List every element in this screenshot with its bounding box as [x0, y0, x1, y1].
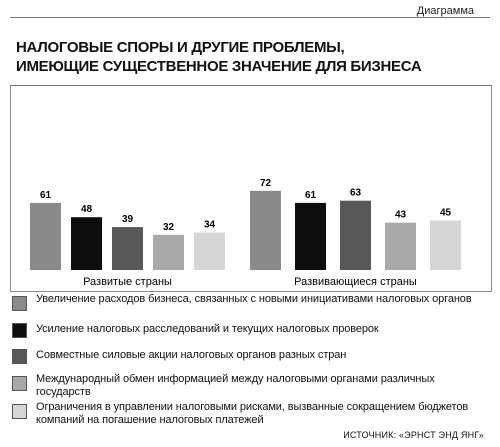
legend-swatch-2 [12, 323, 27, 338]
bar-1-4 [153, 234, 184, 270]
bar-value-1-1: 61 [40, 190, 52, 201]
legend-label-2: Усиление налоговых расследований и текущ… [36, 323, 379, 335]
legend-label-5: Ограничения в управлении налоговыми риск… [36, 401, 469, 426]
bar-1-5 [194, 232, 225, 270]
bar-value-2-5: 45 [440, 208, 452, 219]
bar-value-2-1: 72 [260, 178, 272, 189]
legend-label-3: Совместные силовые акции налоговых орган… [36, 349, 347, 361]
chart-title-line-2: ИМЕЮЩИЕ СУЩЕСТВЕННОЕ ЗНАЧЕНИЕ ДЛЯ БИЗНЕС… [16, 58, 422, 75]
bar-value-1-4: 32 [163, 222, 175, 233]
bar-1-1 [30, 202, 61, 270]
top-rule [10, 17, 490, 18]
legend-swatch-4 [12, 376, 27, 391]
category-label-2: Развивающиеся страны [294, 276, 417, 288]
bar-value-1-3: 39 [122, 214, 134, 225]
bar-1-3 [112, 227, 143, 270]
bar-2-2 [295, 202, 326, 270]
bar-2-5 [430, 220, 461, 270]
bar-value-1-2: 48 [81, 204, 93, 215]
bar-value-1-5: 34 [204, 220, 216, 231]
section-label: Диаграмма [416, 5, 474, 17]
legend-label-4: Международный обмен информацией между на… [36, 373, 435, 398]
bar-value-2-3: 63 [350, 188, 362, 199]
legend-label-1: Увеличение расходов бизнеса, связанных с… [36, 293, 472, 305]
bar-1-2 [71, 217, 102, 270]
category-label-1: Развитые страны [83, 276, 172, 288]
chart-frame [10, 85, 492, 292]
chart-title: НАЛОГОВЫЕ СПОРЫ И ДРУГИЕ ПРОБЛЕМЫ, ИМЕЮЩ… [16, 38, 486, 76]
bar-2-3 [340, 200, 371, 270]
legend-swatch-5 [12, 404, 27, 419]
source-note: ИСТОЧНИК: «ЭРНСТ ЭНД ЯНГ» [343, 430, 484, 440]
legend-swatch-1 [12, 296, 27, 311]
bar-2-1 [250, 190, 281, 270]
bar-2-4 [385, 222, 416, 270]
bar-value-2-2: 61 [305, 190, 317, 201]
bar-chart: 61 48 39 32 34 Развитые страны 72 61 63 43 45 Разви… [30, 178, 461, 288]
legend-swatch-3 [12, 349, 27, 364]
chart-title-line-1: НАЛОГОВЫЕ СПОРЫ И ДРУГИЕ ПРОБЛЕМЫ, [16, 39, 345, 56]
bar-value-2-4: 43 [395, 210, 407, 221]
